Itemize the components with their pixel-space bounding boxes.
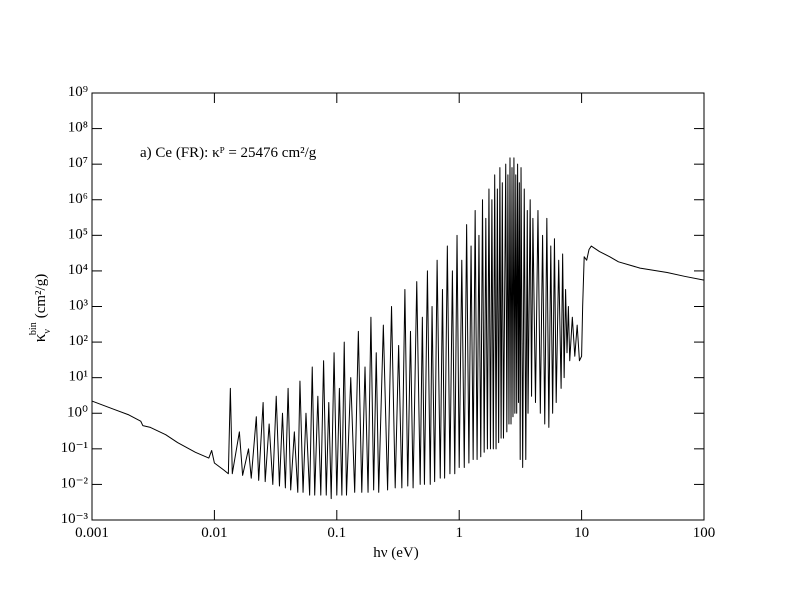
x-tick-label: 100 [693, 525, 716, 541]
x-tick-label: 0.01 [201, 525, 227, 541]
y-tick-label: 10² [69, 333, 89, 349]
y-tick-label: 10⁰ [67, 404, 88, 420]
x-tick-label: 0.1 [327, 525, 346, 541]
y-tick-label: 10⁶ [68, 191, 88, 207]
y-tick-label: 10⁻² [61, 475, 89, 491]
y-tick-label: 10⁻¹ [61, 440, 88, 456]
y-tick-label: 10¹ [69, 369, 89, 385]
y-label-sup: bin [28, 322, 39, 335]
y-label-symbol: κ [30, 333, 49, 342]
annotation: a) Ce (FR): κᴾ = 25476 cm²/g [140, 145, 317, 161]
y-tick-label: 10³ [69, 298, 89, 314]
y-axis-label: κνbin (cm²/g) [28, 274, 53, 342]
y-tick-label: 10⁻³ [61, 511, 89, 527]
x-tick-label: 0.001 [75, 525, 109, 541]
x-tick-label: 10 [574, 525, 589, 541]
x-tick-label: 1 [455, 525, 463, 541]
y-label-sub: ν [42, 329, 53, 334]
y-tick-label: 10⁹ [68, 84, 88, 100]
y-tick-label: 10⁵ [68, 226, 88, 242]
y-tick-label: 10⁷ [68, 155, 88, 171]
spectrum-line [91, 157, 705, 500]
y-label-unit: (cm²/g) [33, 274, 49, 318]
y-tick-label: 10⁴ [68, 262, 88, 278]
x-axis-label: hν (eV) [373, 545, 419, 561]
y-tick-label: 10⁸ [68, 120, 88, 136]
